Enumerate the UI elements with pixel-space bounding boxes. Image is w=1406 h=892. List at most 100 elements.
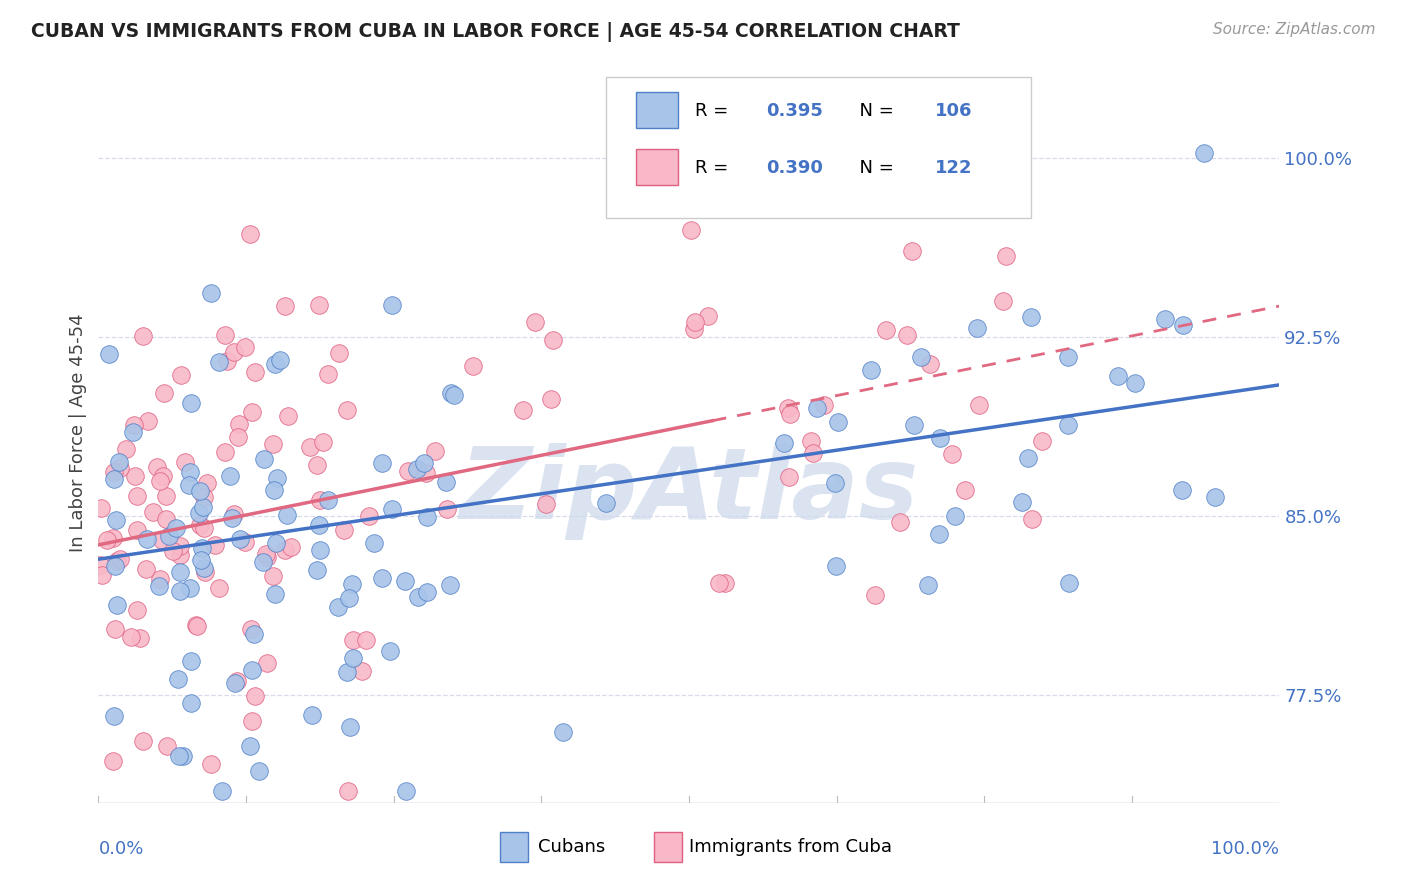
- Point: [406, 590, 429, 604]
- Point: [153, 386, 176, 401]
- Point: [917, 578, 939, 592]
- Point: [553, 724, 575, 739]
- Point: [524, 315, 547, 329]
- Point: [179, 465, 201, 479]
- Point: [225, 673, 247, 688]
- Point: [682, 322, 704, 336]
- Point: [169, 583, 191, 598]
- Point: [413, 456, 436, 470]
- Text: R =: R =: [695, 102, 734, 120]
- Point: [824, 475, 846, 490]
- Point: [276, 508, 298, 522]
- Point: [127, 523, 149, 537]
- Text: N =: N =: [848, 102, 900, 120]
- Point: [773, 436, 796, 450]
- Point: [146, 460, 169, 475]
- Point: [155, 489, 177, 503]
- Point: [1011, 494, 1033, 508]
- Point: [103, 709, 125, 723]
- Point: [184, 618, 207, 632]
- Bar: [654, 832, 682, 862]
- Point: [827, 415, 849, 429]
- Point: [280, 540, 302, 554]
- Point: [339, 720, 361, 734]
- Point: [903, 418, 925, 433]
- Point: [264, 357, 287, 371]
- Bar: [636, 92, 678, 128]
- Point: [155, 511, 177, 525]
- Point: [191, 541, 214, 556]
- Point: [103, 465, 125, 479]
- Point: [595, 496, 617, 510]
- Point: [103, 472, 125, 486]
- Point: [395, 784, 418, 798]
- Point: [166, 672, 188, 686]
- Point: [240, 714, 263, 728]
- Point: [186, 619, 208, 633]
- Point: [941, 447, 963, 461]
- Point: [966, 321, 988, 335]
- Point: [252, 452, 274, 467]
- Point: [263, 483, 285, 497]
- Point: [101, 531, 124, 545]
- Point: [172, 749, 194, 764]
- Point: [233, 535, 256, 549]
- Point: [240, 663, 263, 677]
- Text: 122: 122: [935, 159, 972, 177]
- Point: [243, 627, 266, 641]
- Point: [193, 561, 215, 575]
- Text: 0.390: 0.390: [766, 159, 823, 177]
- Point: [169, 548, 191, 562]
- Point: [541, 333, 564, 347]
- Point: [204, 538, 226, 552]
- Point: [928, 431, 950, 445]
- Point: [436, 502, 458, 516]
- Point: [262, 437, 284, 451]
- Point: [928, 527, 950, 541]
- Point: [381, 502, 404, 516]
- Point: [91, 568, 114, 582]
- Point: [1021, 310, 1043, 325]
- Point: [135, 562, 157, 576]
- Point: [149, 572, 172, 586]
- Point: [1056, 351, 1078, 365]
- Point: [779, 407, 801, 421]
- Point: [714, 575, 737, 590]
- Point: [122, 425, 145, 439]
- Point: [243, 689, 266, 703]
- Point: [778, 401, 800, 415]
- Point: [214, 445, 236, 459]
- Point: [865, 589, 887, 603]
- Point: [135, 533, 157, 547]
- Point: [170, 368, 193, 382]
- Point: [228, 417, 250, 431]
- Point: [336, 403, 359, 417]
- Point: [342, 633, 364, 648]
- Point: [180, 696, 202, 710]
- Point: [179, 581, 201, 595]
- Point: [896, 327, 918, 342]
- Point: [108, 551, 131, 566]
- Point: [194, 566, 217, 580]
- Point: [333, 523, 356, 537]
- Point: [336, 665, 359, 679]
- Point: [813, 398, 835, 412]
- Point: [425, 444, 447, 458]
- Point: [350, 664, 373, 678]
- Point: [396, 465, 419, 479]
- Text: Source: ZipAtlas.com: Source: ZipAtlas.com: [1212, 22, 1375, 37]
- Point: [1204, 491, 1226, 505]
- Point: [859, 362, 882, 376]
- Point: [991, 293, 1014, 308]
- Point: [1057, 576, 1080, 591]
- Text: R =: R =: [695, 159, 734, 177]
- Point: [169, 566, 191, 580]
- Point: [169, 539, 191, 553]
- Point: [824, 559, 846, 574]
- Point: [683, 315, 706, 329]
- Point: [157, 529, 180, 543]
- Point: [256, 657, 278, 671]
- Point: [124, 469, 146, 483]
- Point: [273, 299, 295, 313]
- Point: [247, 764, 270, 778]
